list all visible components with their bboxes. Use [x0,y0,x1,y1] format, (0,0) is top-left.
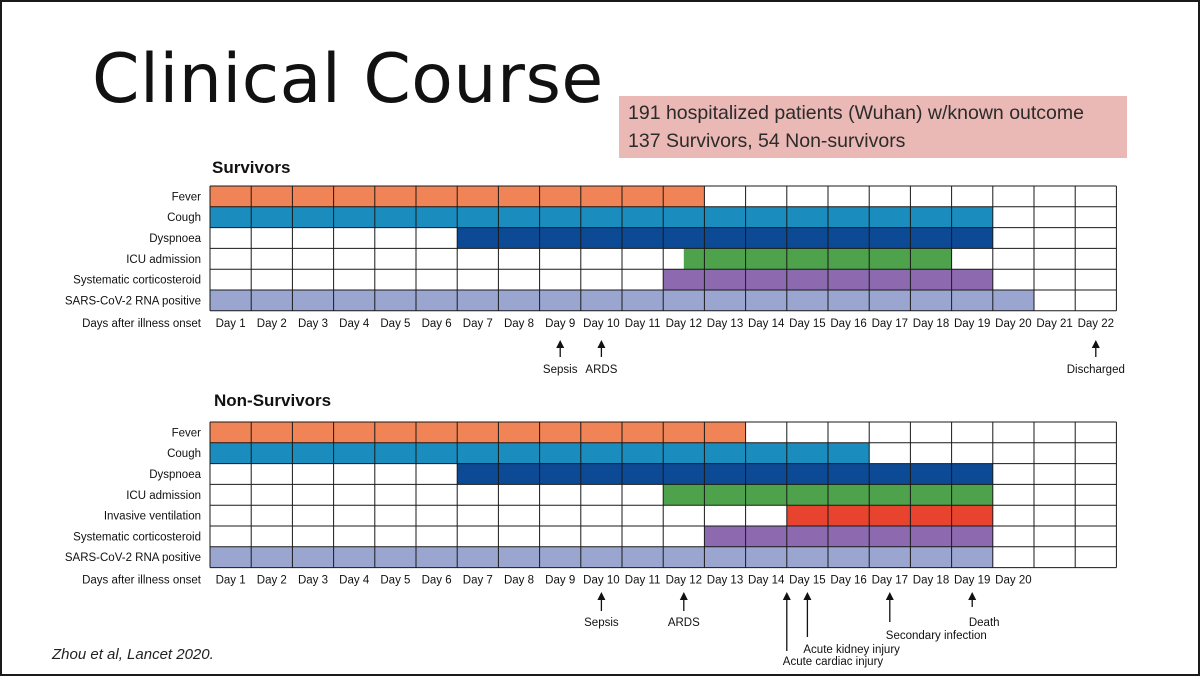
row-label: Dyspnoea [149,233,201,245]
event-arrow-head [597,340,606,348]
bar-rna [210,546,993,568]
day-label: Day 7 [463,575,493,587]
row-label: ICU admission [126,254,201,266]
day-label: Day 6 [422,318,452,330]
row-label: Cough [167,448,201,460]
day-label: Day 17 [872,318,908,330]
event-label: ARDS [668,617,700,629]
day-label: Day 17 [872,575,908,587]
axis-label: Days after illness onset [82,575,202,587]
event-arrow-head [803,592,812,600]
event-label: Discharged [1067,364,1125,376]
event-arrow-head [1091,340,1100,348]
day-label: Day 4 [339,575,370,587]
day-label: Day 14 [748,318,785,330]
day-label: Day 8 [504,318,534,330]
slide-title: Clinical Course [92,40,604,119]
event-label: Acute kidney injury [803,644,900,656]
axis-label: Days after illness onset [82,318,202,330]
row-label: Fever [172,191,202,203]
day-label: Day 2 [257,575,287,587]
event-label: Death [969,617,1000,629]
day-label: Day 20 [995,318,1031,330]
day-label: Day 5 [380,318,410,330]
summary-line-1: 191 hospitalized patients (Wuhan) w/know… [628,102,1084,124]
row-label: SARS-CoV-2 RNA positive [65,552,201,564]
day-label: Day 18 [913,318,949,330]
row-label: Invasive ventilation [104,511,201,523]
row-label: Cough [167,212,201,224]
event-label: Acute cardiac injury [783,656,884,668]
bar-dyspnoea [457,227,993,249]
event-label: Sepsis [584,617,619,629]
day-label: Day 5 [380,575,410,587]
day-label: Day 22 [1078,318,1114,330]
summary-line-2: 137 Survivors, 54 Non-survivors [628,130,906,152]
day-label: Day 15 [789,318,825,330]
event-arrow-head [679,592,688,600]
bar-dyspnoea [457,463,993,485]
row-label: Systematic corticosteroid [73,275,201,287]
day-label: Day 12 [666,575,702,587]
day-label: Day 9 [545,575,575,587]
day-label: Day 8 [504,575,534,587]
row-label: ICU admission [126,490,201,502]
event-arrow-head [556,340,565,348]
survivors-chart: Survivors Fever Cough Dyspnoea ICU admission… [65,158,1125,376]
citation: Zhou et al, Lancet 2020. [52,646,214,663]
day-label: Day 3 [298,575,328,587]
row-label: Systematic corticosteroid [73,531,201,543]
summary-box: 191 hospitalized patients (Wuhan) w/know… [619,96,1127,158]
day-label: Day 6 [422,575,452,587]
day-label: Day 20 [995,575,1031,587]
event-label: Sepsis [543,364,578,376]
day-label: Day 19 [954,318,990,330]
day-label: Day 16 [830,575,866,587]
day-label: Day 15 [789,575,825,587]
day-label: Day 14 [748,575,785,587]
day-label: Day 11 [625,575,661,587]
bar-cough [210,206,993,228]
bar-fever [210,422,746,443]
event-arrow-head [885,592,894,600]
day-label: Day 4 [339,318,370,330]
bar-ventilation [786,505,993,526]
day-label: Day 21 [1036,318,1072,330]
row-label: Dyspnoea [149,469,201,481]
section-title: Survivors [212,158,290,177]
day-label: Day 10 [583,318,619,330]
day-label: Day 1 [216,318,246,330]
bar-corticosteroid [704,526,993,547]
event-label: Secondary infection [886,630,987,642]
event-arrow-head [968,592,977,600]
day-label: Day 3 [298,318,328,330]
day-label: Day 9 [545,318,575,330]
event-label: ARDS [585,364,617,376]
day-label: Day 12 [666,318,702,330]
day-label: Day 11 [625,318,661,330]
section-title: Non-Survivors [214,391,331,410]
day-label: Day 1 [216,575,246,587]
bar-icu [683,248,952,270]
day-label: Day 13 [707,575,743,587]
day-label: Day 16 [830,318,866,330]
day-label: Day 13 [707,318,743,330]
event-arrow-head [597,592,606,600]
day-label: Day 10 [583,575,619,587]
row-label: SARS-CoV-2 RNA positive [65,295,201,307]
day-label: Day 7 [463,318,493,330]
event-arrow-head [782,592,791,600]
row-label: Fever [172,427,202,439]
non-survivors-chart: Non-Survivors Fever Cough Dyspnoea ICU admis… [65,391,1117,668]
day-label: Day 18 [913,575,949,587]
day-label: Day 19 [954,575,990,587]
day-label: Day 2 [257,318,287,330]
